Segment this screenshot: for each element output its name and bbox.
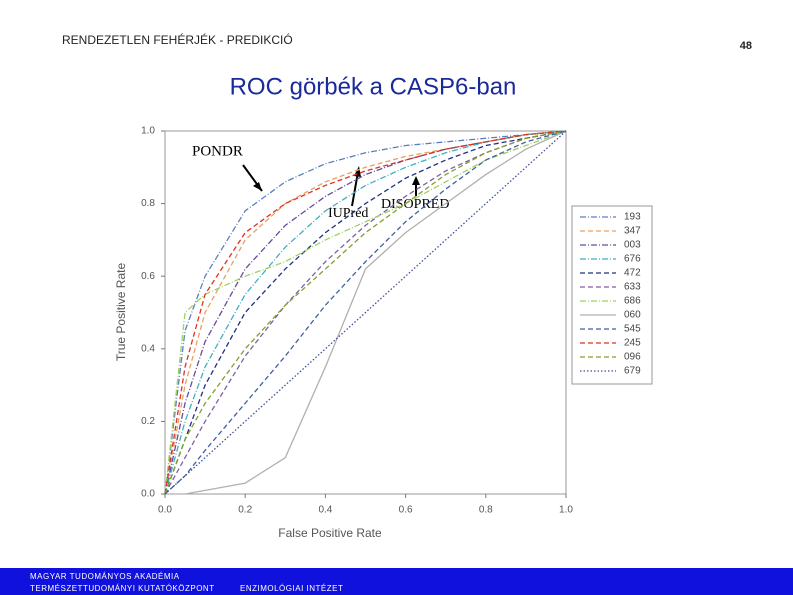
x-tick-label: 1.0 [559, 505, 573, 516]
y-tick-label: 0.8 [141, 198, 155, 209]
legend-label: 679 [624, 366, 641, 377]
y-tick-label: 0.0 [141, 489, 155, 500]
plot-frame [164, 130, 567, 495]
footer-text: TERMÉSZETTUDOMÁNYI KUTATÓKÖZPONT [30, 584, 215, 593]
roc-curve [164, 130, 567, 495]
legend-label: 347 [624, 226, 641, 237]
roc-curve [164, 130, 567, 495]
legend-label: 193 [624, 212, 641, 223]
y-axis-label: True Positive Rate [114, 263, 128, 362]
legend-label: 096 [624, 352, 641, 363]
footer-bar [0, 568, 793, 595]
page-number: 48 [740, 40, 752, 52]
slide-title: ROC görbék a CASP6-ban [230, 73, 517, 100]
footer-text: ENZIMOLÓGIAI INTÉZET [240, 584, 343, 593]
footer-text: MAGYAR TUDOMÁNYOS AKADÉMIA [30, 572, 180, 581]
y-tick-label: 0.4 [141, 343, 155, 354]
arrowhead [253, 182, 262, 191]
x-axis-label: False Positive Rate [278, 526, 382, 540]
y-tick-label: 0.2 [141, 416, 155, 427]
x-tick-label: 0.4 [318, 505, 332, 516]
roc-curve [164, 130, 567, 495]
legend-label: 633 [624, 282, 641, 293]
slide-header: RENDEZETLEN FEHÉRJÉK - PREDIKCIÓ [62, 32, 293, 47]
roc-curve [164, 130, 567, 495]
roc-curve [164, 130, 567, 495]
x-tick-label: 0.6 [399, 505, 413, 516]
roc-curve [165, 130, 567, 495]
arrow [351, 171, 359, 207]
roc-curve [164, 130, 567, 495]
legend-label: 060 [624, 310, 641, 321]
annotation: IUPred [328, 206, 368, 221]
x-tick-label: 0.8 [479, 505, 493, 516]
legend-label: 686 [624, 296, 641, 307]
legend-label: 245 [624, 338, 641, 349]
roc-curve [164, 130, 567, 495]
x-tick-label: 0.2 [238, 505, 252, 516]
legend-label: 003 [624, 240, 641, 251]
roc-curve [164, 130, 567, 495]
arrowhead [412, 176, 420, 185]
legend-label: 472 [624, 268, 641, 279]
y-tick-label: 0.6 [141, 271, 155, 282]
legend-label: 676 [624, 254, 641, 265]
y-tick-label: 1.0 [141, 126, 155, 137]
annotation: PONDR [192, 143, 243, 159]
x-tick-label: 0.0 [158, 505, 172, 516]
annotation: DISOPRED [381, 197, 449, 212]
legend-label: 545 [624, 324, 641, 335]
legend [571, 205, 653, 385]
